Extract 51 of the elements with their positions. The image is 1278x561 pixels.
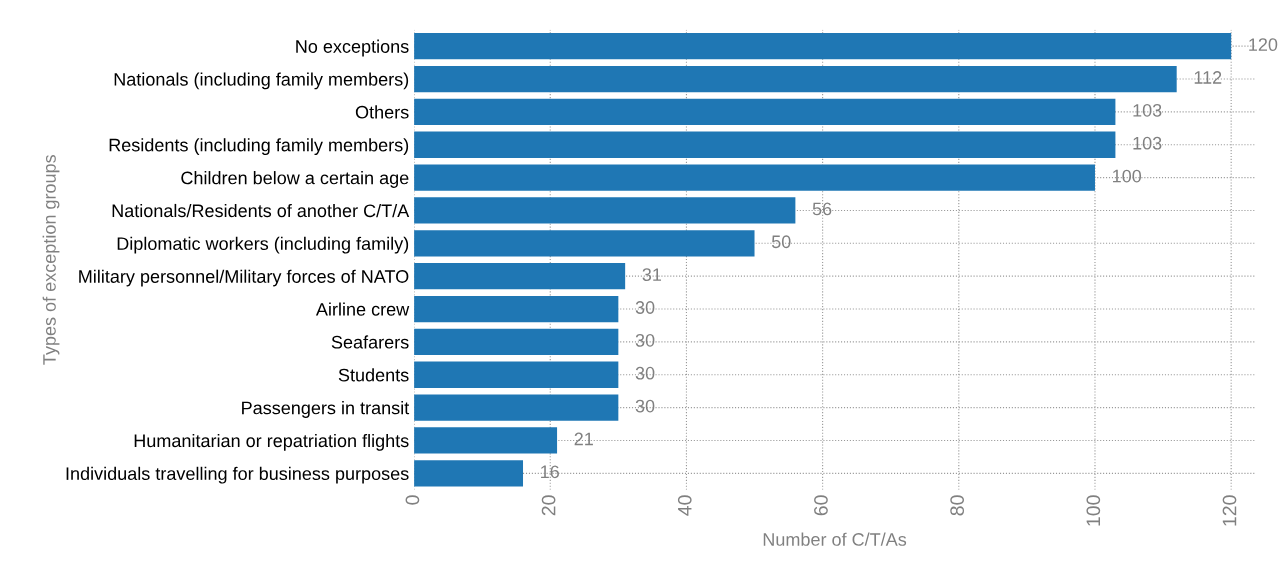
y-tick-label: Others — [355, 105, 409, 119]
data-label: 30 — [635, 399, 655, 413]
x-tick-label: 80 — [950, 495, 965, 516]
y-tick-label: Diplomatic workers (including family) — [117, 236, 409, 254]
bar — [414, 295, 619, 323]
x-tick-label: 60 — [814, 495, 828, 516]
y-tick-label: Nationals/Residents of another C/T/A — [112, 203, 410, 218]
bar — [414, 131, 1116, 158]
data-label: 16 — [541, 465, 559, 479]
y-axis-title: Types of exception groups — [42, 155, 60, 365]
data-label: 103 — [1133, 136, 1162, 150]
y-tick-label: Airline crew — [315, 302, 410, 316]
bar — [414, 328, 619, 356]
bar — [414, 197, 796, 224]
x-axis-title: Number of C/T/As — [763, 532, 907, 546]
data-label: 56 — [812, 202, 832, 216]
x-tick-label: 100 — [1086, 495, 1101, 526]
y-tick-label: Military personnel/Military forces of NATO — [79, 269, 409, 287]
bar — [414, 98, 1116, 126]
bar — [414, 394, 619, 421]
x-tick-label: 20 — [541, 495, 556, 516]
x-tick-label: 0 — [405, 495, 420, 505]
y-tick-label: Nationals (including family members) — [114, 72, 409, 90]
bar — [414, 164, 1095, 191]
bar — [414, 361, 619, 388]
y-tick-label: Humanitarian or repatriation flights — [134, 433, 409, 451]
bar — [414, 460, 524, 487]
bar — [414, 230, 755, 257]
y-tick-label: Children below a certain age — [181, 171, 409, 188]
data-label: 120 — [1249, 38, 1278, 52]
bar — [414, 263, 626, 290]
y-tick-label: Students — [338, 368, 409, 382]
data-label: 31 — [642, 268, 662, 282]
x-tick-label: 120 — [1222, 495, 1237, 526]
y-tick-label: Seafarers — [331, 335, 409, 349]
data-label: 21 — [574, 432, 593, 446]
data-label: 112 — [1194, 71, 1222, 84]
y-tick-label: Residents (including family members) — [109, 138, 409, 156]
bar — [414, 33, 1232, 60]
y-tick-label: Passengers in transit — [242, 401, 410, 418]
x-tick-label: 40 — [677, 495, 692, 516]
data-label: 30 — [635, 333, 655, 347]
bar — [414, 65, 1177, 93]
data-label: 50 — [771, 235, 791, 249]
bar — [414, 427, 558, 454]
data-label: 30 — [635, 366, 655, 380]
data-label: 30 — [635, 301, 655, 314]
data-label: 100 — [1113, 169, 1142, 183]
y-tick-label: Individuals travelling for business purposes — [66, 466, 409, 484]
y-tick-label: No exceptions — [296, 39, 409, 57]
data-label: 103 — [1133, 103, 1162, 117]
